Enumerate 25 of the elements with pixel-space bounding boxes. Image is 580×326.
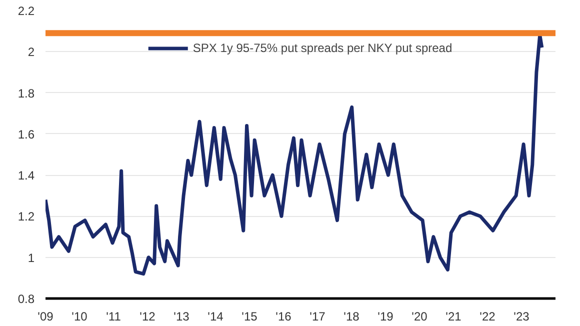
y-tick-label: 1.4 bbox=[18, 168, 35, 183]
x-tick-label: '21 bbox=[446, 310, 462, 324]
x-tick-label: '23 bbox=[514, 310, 530, 324]
legend-label: SPX 1y 95-75% put spreads per NKY put spread bbox=[192, 41, 452, 55]
x-tick-label: '18 bbox=[344, 310, 360, 324]
y-tick-label: 1.8 bbox=[18, 86, 35, 100]
y-tick-label: 1.2 bbox=[18, 210, 35, 224]
y-tick-label: 2.2 bbox=[18, 4, 35, 18]
line-series bbox=[46, 33, 544, 276]
x-tick-label: '19 bbox=[378, 310, 394, 324]
x-tick-label: '13 bbox=[174, 310, 190, 324]
x-tick-label: '17 bbox=[310, 310, 326, 324]
y-tick-label: 2 bbox=[28, 45, 35, 60]
x-tick-label: '20 bbox=[412, 310, 428, 324]
x-tick-label: '11 bbox=[106, 310, 122, 324]
x-tick-label: '16 bbox=[276, 310, 292, 324]
x-tick-label: '12 bbox=[140, 310, 156, 324]
x-tick-label: '14 bbox=[208, 310, 224, 324]
y-tick-label: 1 bbox=[28, 250, 35, 265]
x-tick-label: '10 bbox=[72, 310, 88, 324]
x-tick-label: '15 bbox=[242, 310, 258, 324]
x-tick-label: '22 bbox=[480, 310, 496, 324]
y-tick-label: 0.8 bbox=[18, 292, 35, 306]
y-tick-label: 1.6 bbox=[18, 127, 35, 142]
x-tick-label: '09 bbox=[38, 310, 54, 324]
